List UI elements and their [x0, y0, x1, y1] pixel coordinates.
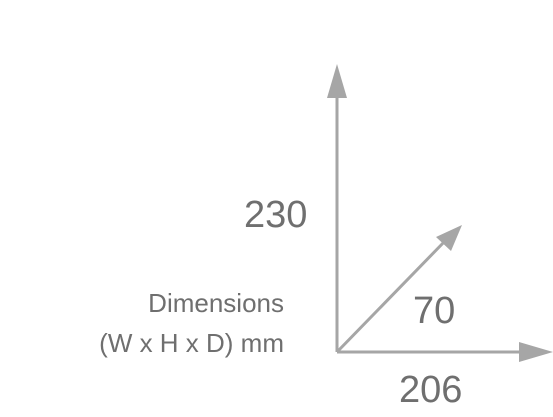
caption-units: (W x H x D) mm [99, 328, 284, 358]
depth-value-label: 70 [413, 290, 456, 332]
depth-axis-arrowhead [436, 225, 462, 251]
height-value-label: 230 [244, 194, 308, 236]
dimensions-caption: Dimensions (W x H x D) mm [99, 283, 284, 363]
height-axis-arrowhead [327, 64, 347, 98]
caption-title: Dimensions [148, 288, 284, 318]
depth-axis-line [335, 238, 448, 354]
width-axis-arrowhead [519, 342, 553, 362]
width-value-label: 206 [399, 369, 463, 411]
